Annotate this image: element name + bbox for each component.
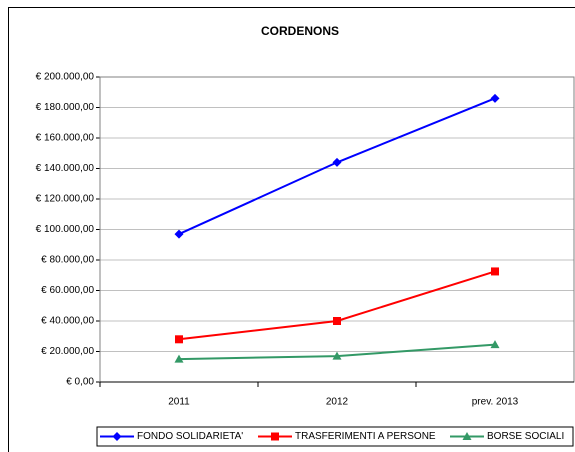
x-tick-label: 2012 xyxy=(326,397,349,408)
marker xyxy=(112,432,122,441)
y-tick-label: € 200.000,00 xyxy=(36,72,95,83)
y-tick-label: € 20.000,00 xyxy=(41,346,94,357)
y-tick-label: € 100.000,00 xyxy=(36,224,95,235)
legend-label: BORSE SOCIALI xyxy=(487,431,564,442)
marker xyxy=(174,354,184,363)
marker xyxy=(490,340,500,349)
chart-frame xyxy=(8,7,575,452)
legend-label: FONDO SOLIDARIETA' xyxy=(137,431,243,442)
marker xyxy=(332,351,342,360)
marker xyxy=(332,157,342,167)
marker xyxy=(490,93,500,103)
legend-label: TRASFERIMENTI A PERSONE xyxy=(295,431,436,442)
chart-title: CORDENONS xyxy=(261,24,339,38)
marker xyxy=(174,229,184,239)
marker xyxy=(462,432,472,440)
x-tick-label: 2011 xyxy=(168,397,190,408)
y-tick-label: € 180.000,00 xyxy=(36,102,95,113)
y-tick-label: € 160.000,00 xyxy=(36,133,95,144)
y-tick-label: € 0,00 xyxy=(66,377,94,388)
marker xyxy=(175,335,183,344)
marker xyxy=(271,432,279,441)
marker xyxy=(333,317,341,325)
marker xyxy=(491,267,499,276)
y-tick-label: € 140.000,00 xyxy=(36,163,95,174)
x-tick-label: prev. 2013 xyxy=(472,397,519,408)
y-tick-label: € 60.000,00 xyxy=(41,285,94,296)
y-tick-label: € 80.000,00 xyxy=(41,255,94,266)
legend-box xyxy=(96,426,574,447)
y-tick-label: € 40.000,00 xyxy=(41,316,94,327)
y-tick-label: € 120.000,00 xyxy=(36,194,95,205)
